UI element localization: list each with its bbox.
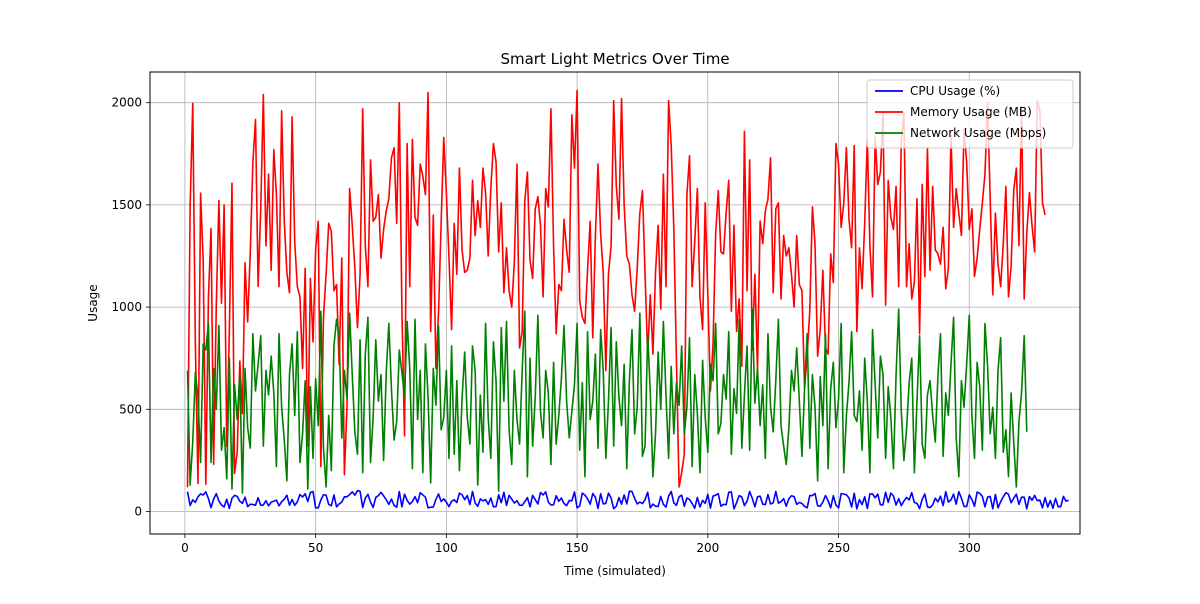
x-tick-label: 100 [435,541,458,555]
plot-frame [149,71,1081,535]
x-tick-label: 50 [308,541,323,555]
x-tick-label: 300 [958,541,981,555]
legend-label: CPU Usage (%) [910,84,1000,98]
series-layer [186,89,1069,510]
y-tick-label: 1000 [111,300,142,314]
x-tick-label: 200 [696,541,719,555]
x-tick-label: 250 [827,541,850,555]
y-tick-label: 0 [134,505,142,519]
y-tick-label: 1500 [111,198,142,212]
y-tick-label: 500 [119,402,142,416]
ticks-layer: 0 50 100 150 200 250 300 0 500 1000 1500 2000 [111,96,980,555]
y-tick-label: 2000 [111,96,142,110]
legend-box [866,79,1074,149]
y-axis-label: Usage [86,284,100,321]
series-line-network-usage-mbps [186,308,1028,494]
x-tick-label: 150 [566,541,589,555]
legend-label: Memory Usage (MB) [910,105,1032,119]
x-tick-label: 0 [181,541,189,555]
legend: CPU Usage (%) Memory Usage (MB) Network Us… [866,79,1074,149]
x-axis-label: Time (simulated) [563,564,666,578]
series-line-cpu-usage [186,489,1069,510]
legend-label: Network Usage (Mbps) [910,126,1046,140]
chart-title: Smart Light Metrics Over Time [500,50,729,68]
